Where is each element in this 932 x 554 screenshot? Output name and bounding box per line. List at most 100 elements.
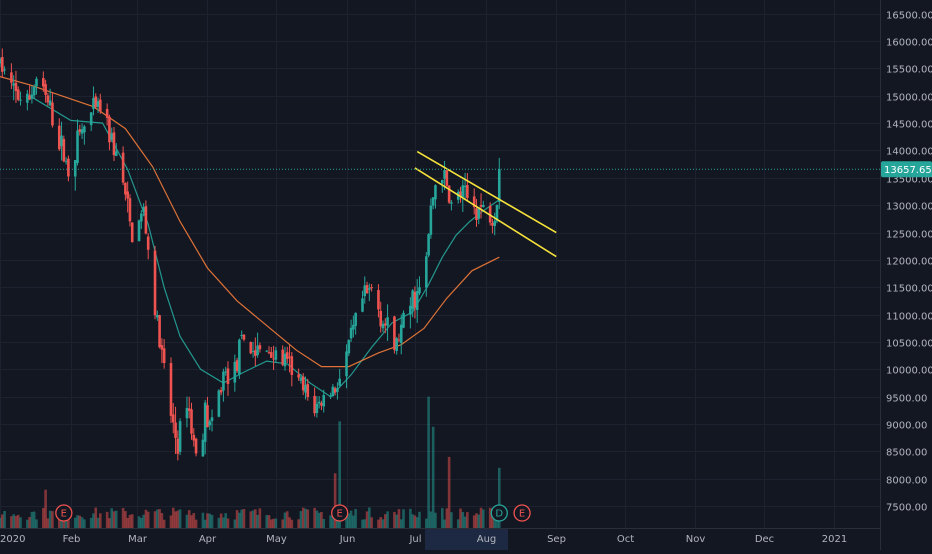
candle-body [459,191,462,197]
volume-bar [285,511,289,528]
volume-bar [32,511,36,528]
candle-body [283,353,287,367]
volume-bar [14,515,18,528]
volume-bar [368,507,371,528]
candle-body [121,152,125,183]
volume-bar [461,511,465,528]
volume-bar [105,511,109,528]
candle-body [383,323,387,326]
candle-body [427,234,430,256]
grid-lines [0,0,880,528]
candle-body [76,130,79,164]
candle-body [333,388,337,393]
event-marker-label: D [495,509,503,520]
volume-bar [301,507,305,528]
trend-line-lower [414,167,557,258]
candle-body [10,72,13,83]
volume-bar [269,519,273,528]
candle-body [144,206,148,234]
x-tick-label: Sep [547,534,566,545]
volume-bar [208,513,212,528]
trend-channel[interactable] [414,150,557,258]
volume-bar [224,513,227,528]
y-tick-label: 12000.00 [886,257,932,268]
candle-body [482,204,485,208]
candle-body [160,345,164,350]
volume-bar [415,517,419,528]
volume-bar [347,513,351,528]
candle-body [169,363,173,416]
candle-body [413,291,417,308]
volume-bar [497,467,501,528]
volume-bar [112,511,116,528]
volume-bar [110,508,114,528]
volume-bar [379,517,383,528]
candle-body [219,389,223,393]
volume-bar [187,510,191,528]
volume-bar [281,519,284,528]
y-tick-label: 13000.00 [886,202,932,213]
candle-body [488,205,492,223]
candle-body [114,151,118,156]
volume-bar [354,509,357,528]
candle-body [142,207,145,213]
candle-body [379,310,383,327]
volume-bar [425,518,428,528]
candle-body [137,220,141,241]
x-tick-label: Aug [477,534,497,545]
price-axis[interactable]: 16500.00 16000.00 15500.00 15000.00 14500.00… [886,11,932,514]
candle-body [411,290,414,310]
volume-bar [297,519,300,528]
candle-body [217,390,221,417]
volume-bar [130,514,134,528]
x-tick-label: Mar [128,534,148,545]
volume-bar [126,517,129,528]
candle-body [397,339,401,341]
volume-bar [76,515,79,528]
candle-body [156,314,159,318]
volume-bar [304,508,307,528]
candle-body [112,132,116,156]
volume-bar [331,513,335,528]
volume-bar [235,510,239,528]
volume-bar [320,511,323,528]
volume-bar [83,519,86,528]
candle-body [299,377,303,381]
candle-body [26,93,29,103]
volume-bar [466,512,469,528]
candle-body [32,86,36,96]
candle-body [16,89,20,100]
candle-body [434,185,437,200]
volume-bar [322,518,326,528]
volume-bar [96,517,100,528]
volume-bar [493,519,497,528]
event-marker: E [55,504,73,522]
event-marker-label: E [61,509,67,520]
candle-body [463,185,467,188]
candle-body [208,421,212,426]
event-marker-label: E [519,509,525,520]
candle-body [418,287,421,294]
candle-body [313,395,316,414]
volume-bar [299,511,303,528]
time-axis[interactable]: 2020 Feb Mar Apr May Jun Jul Aug Sep Oct Nov Dec 202… [0,534,847,545]
candle-body [370,287,373,289]
volume-bar [267,515,271,528]
candle-body [497,169,501,202]
volume-bar [162,519,166,528]
volume-bar [3,510,6,528]
candle-body [210,417,214,422]
candlesticks[interactable] [0,48,501,461]
candle-body [187,408,191,411]
volume-bar [429,511,433,528]
y-tick-label: 16000.00 [886,38,932,49]
volume-bar [274,518,278,528]
candle-body [146,236,150,250]
candle-body [409,305,412,315]
volume-bar [217,517,221,528]
candle-body [272,358,275,360]
volume-bar [42,507,45,528]
